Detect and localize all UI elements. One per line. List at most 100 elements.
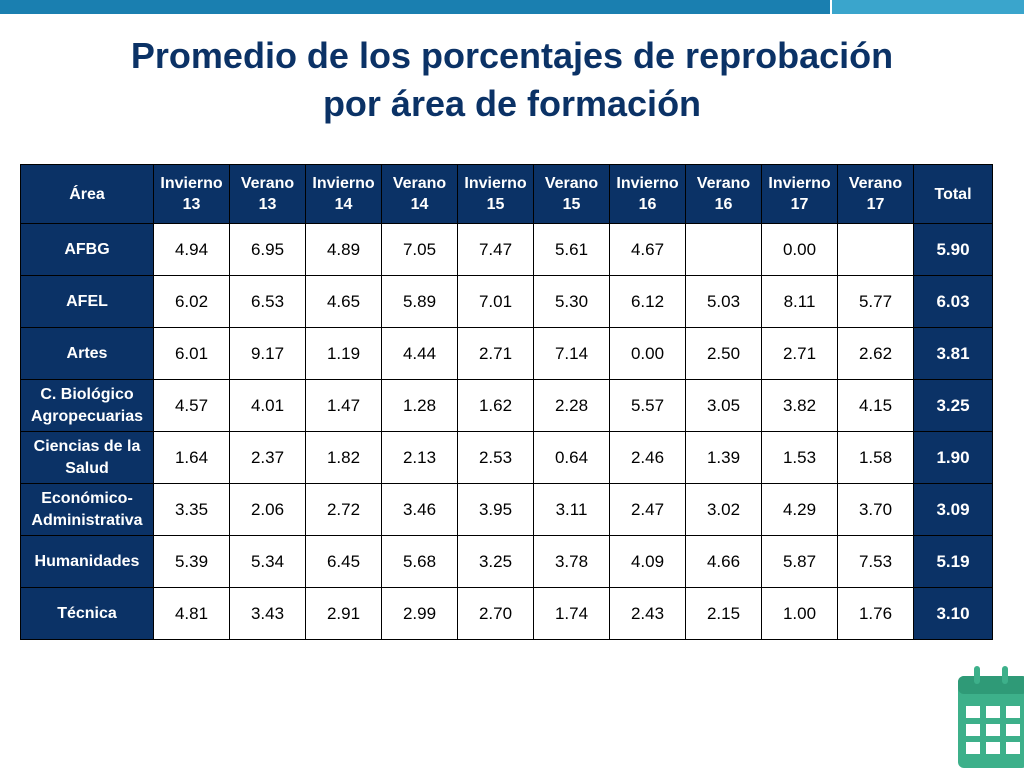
total-cell: 5.19 (913, 535, 993, 588)
value-cell: 6.53 (229, 275, 306, 328)
value-cell: 1.47 (305, 379, 382, 432)
header-period: Invierno 16 (609, 164, 686, 224)
total-cell: 6.03 (913, 275, 993, 328)
value-cell: 7.53 (837, 535, 914, 588)
value-cell: 2.50 (685, 327, 762, 380)
total-cell: 5.90 (913, 223, 993, 276)
header-total: Total (913, 164, 993, 224)
value-cell: 2.43 (609, 587, 686, 640)
header-label-line-1: Invierno (160, 175, 223, 192)
header-label-line-2: 15 (562, 196, 581, 213)
value-cell: 2.70 (457, 587, 534, 640)
value-cell: 1.19 (305, 327, 382, 380)
value-cell: 1.64 (153, 431, 230, 484)
row-area-label: AFEL (20, 275, 154, 328)
header-period: Invierno 17 (761, 164, 838, 224)
value-cell: 3.78 (533, 535, 610, 588)
value-cell: 3.02 (685, 483, 762, 536)
total-cell: 3.25 (913, 379, 993, 432)
value-cell (685, 223, 762, 276)
area-label-line-1: Económico- (41, 489, 133, 507)
value-cell: 1.76 (837, 587, 914, 640)
value-cell: 4.57 (153, 379, 230, 432)
value-cell: 5.77 (837, 275, 914, 328)
value-cell: 2.53 (457, 431, 534, 484)
value-cell: 3.82 (761, 379, 838, 432)
area-label-line-2: Salud (65, 459, 109, 477)
header-label-line-1: Invierno (768, 175, 831, 192)
area-label-line-2: Administrativa (31, 511, 143, 529)
area-label-line-1: AFBG (64, 240, 110, 258)
header-label-line-2: 15 (486, 196, 505, 213)
value-cell: 6.01 (153, 327, 230, 380)
area-label-line-2: Agropecuarias (30, 407, 144, 425)
value-cell: 3.05 (685, 379, 762, 432)
table-row: AFBG 4.94 6.95 4.89 7.05 7.47 5.61 4.67 0.00 5.90 (20, 223, 993, 276)
header-label-line-2: 16 (638, 196, 657, 213)
row-area-label: C. Biológico Agropecuarias (20, 379, 154, 432)
slide-title: Promedio de los porcentajes de reprobaci… (0, 32, 1024, 128)
table-body: AFBG 4.94 6.95 4.89 7.05 7.47 5.61 4.67 0.00 5.90… (20, 223, 993, 640)
table-row: Ciencias de la Salud 1.64 2.37 1.82 2.13 2.53 0… (20, 431, 993, 484)
header-row: Área Invierno 13 Verano 13 Invierno 14 Verano 14… (20, 164, 993, 224)
header-period: Verano 14 (381, 164, 458, 224)
value-cell: 4.67 (609, 223, 686, 276)
value-cell: 7.05 (381, 223, 458, 276)
value-cell: 1.53 (761, 431, 838, 484)
value-cell: 0.00 (609, 327, 686, 380)
area-label-line-1: Humanidades (34, 552, 140, 570)
value-cell: 1.39 (685, 431, 762, 484)
table-row: Técnica 4.81 3.43 2.91 2.99 2.70 1.74 2.43 2.15 1… (20, 587, 993, 640)
value-cell: 3.95 (457, 483, 534, 536)
total-cell: 1.90 (913, 431, 993, 484)
value-cell: 2.46 (609, 431, 686, 484)
value-cell: 3.11 (533, 483, 610, 536)
value-cell: 2.71 (457, 327, 534, 380)
reprobation-table: Área Invierno 13 Verano 13 Invierno 14 Verano 14… (20, 164, 993, 640)
calendar-icon (958, 666, 1024, 768)
header-label-line-1: Verano (848, 175, 903, 192)
header-label-line-2: 13 (258, 196, 277, 213)
row-area-label: Económico- Administrativa (20, 483, 154, 536)
header-label-line-1: Verano (696, 175, 751, 192)
value-cell: 5.61 (533, 223, 610, 276)
value-cell: 4.94 (153, 223, 230, 276)
value-cell: 8.11 (761, 275, 838, 328)
header-label-line-2: 17 (790, 196, 809, 213)
value-cell: 4.01 (229, 379, 306, 432)
value-cell: 3.35 (153, 483, 230, 536)
value-cell: 2.06 (229, 483, 306, 536)
value-cell: 2.15 (685, 587, 762, 640)
row-area-label: Humanidades (20, 535, 154, 588)
header-period: Verano 16 (685, 164, 762, 224)
value-cell: 4.66 (685, 535, 762, 588)
value-cell: 5.03 (685, 275, 762, 328)
value-cell: 4.29 (761, 483, 838, 536)
value-cell: 4.81 (153, 587, 230, 640)
value-cell: 5.39 (153, 535, 230, 588)
header-label-line-2: 17 (866, 196, 885, 213)
value-cell: 1.74 (533, 587, 610, 640)
value-cell: 1.82 (305, 431, 382, 484)
value-cell: 1.00 (761, 587, 838, 640)
value-cell: 1.58 (837, 431, 914, 484)
value-cell: 7.47 (457, 223, 534, 276)
slide-title-line-1: Promedio de los porcentajes de reprobaci… (130, 35, 894, 76)
row-area-label: AFBG (20, 223, 154, 276)
value-cell: 5.30 (533, 275, 610, 328)
value-cell: 2.62 (837, 327, 914, 380)
value-cell: 4.09 (609, 535, 686, 588)
value-cell: 2.37 (229, 431, 306, 484)
value-cell: 2.91 (305, 587, 382, 640)
header-label-line-1: Área (69, 185, 105, 203)
value-cell: 3.25 (457, 535, 534, 588)
table-row: Humanidades 5.39 5.34 6.45 5.68 3.25 3.78 4.09 4… (20, 535, 993, 588)
value-cell: 3.43 (229, 587, 306, 640)
area-label-line-1: AFEL (66, 292, 108, 310)
value-cell: 2.99 (381, 587, 458, 640)
value-cell: 4.65 (305, 275, 382, 328)
header-label-line-1: Invierno (464, 175, 527, 192)
header-label-line-1: Invierno (312, 175, 375, 192)
header-period: Invierno 13 (153, 164, 230, 224)
